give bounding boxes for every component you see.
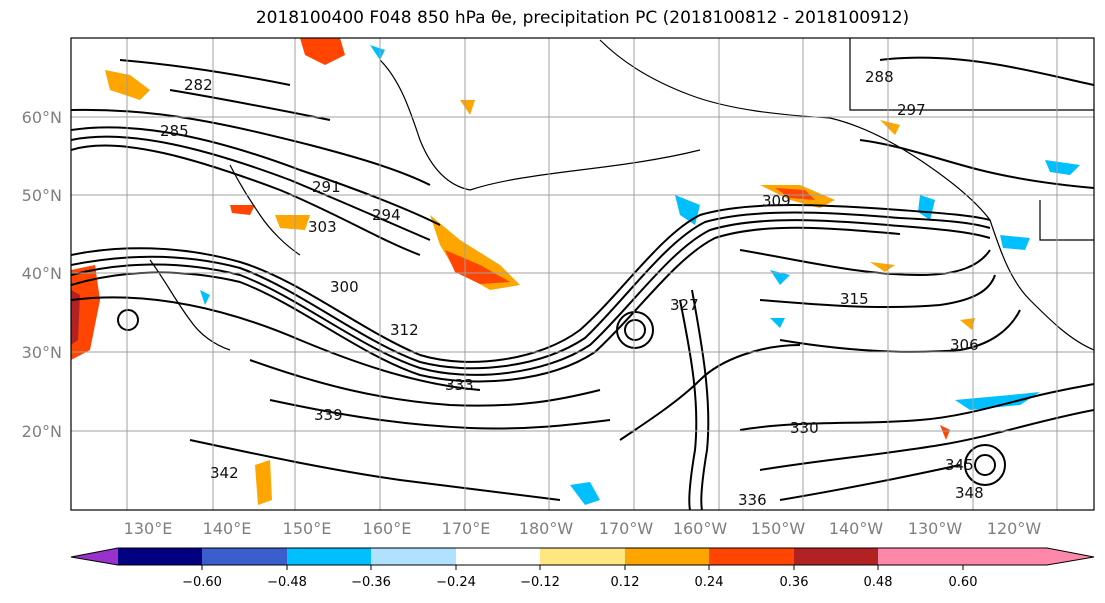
colorbar-tick-label: 0.60: [949, 575, 978, 590]
colorbar-tick-label: −0.12: [520, 575, 560, 590]
contour-label: 297: [897, 101, 926, 119]
contour-label: 291: [312, 178, 341, 196]
lat-label-60n: 60°N: [22, 108, 62, 127]
contour-label: 300: [330, 278, 359, 296]
contour-label: 282: [184, 76, 213, 94]
contour-label: 288: [865, 68, 894, 86]
lat-label-30n: 30°N: [22, 343, 62, 362]
lon-label: 180°W: [519, 519, 574, 538]
contour-label: 303: [308, 218, 337, 236]
lon-label: 120°W: [987, 519, 1042, 538]
map-title: 2018100400 F048 850 hPa θe, precipitatio…: [255, 8, 910, 28]
coastlines: [149, 38, 1094, 351]
lon-label: 170°E: [442, 519, 491, 538]
colorbar-tick-label: −0.36: [351, 575, 391, 590]
contour-label: 342: [210, 464, 239, 482]
contour-label: 327: [670, 296, 699, 314]
colorbar-segment: [371, 548, 456, 565]
colorbar-segment: [709, 548, 794, 565]
colorbar-segment: [202, 548, 287, 565]
colorbar-segment: [118, 548, 202, 565]
lon-label: 140°W: [829, 519, 884, 538]
theta-e-contours: [71, 56, 1094, 510]
contour-label: 312: [390, 321, 419, 339]
contour-label: 285: [160, 122, 189, 140]
colorbar-extend-low: [71, 548, 118, 565]
colorbar-tick-label: −0.60: [182, 575, 222, 590]
colorbar-tick-label: 0.12: [611, 575, 640, 590]
colorbar-tick-label: −0.48: [267, 575, 307, 590]
graticule: [71, 38, 1094, 510]
contour-label: 348: [955, 484, 984, 502]
lon-label: 170°W: [599, 519, 654, 538]
colorbar-tick-label: 0.48: [864, 575, 893, 590]
latitude-labels: 60°N 50°N 40°N 30°N 20°N: [22, 108, 62, 441]
colorbar-segment: [540, 548, 625, 565]
contour-label: 336: [738, 491, 767, 509]
lon-label: 150°W: [751, 519, 806, 538]
contour-label: 294: [372, 206, 401, 224]
contour-label: 333: [445, 376, 474, 394]
lon-label: 130°W: [908, 519, 963, 538]
contour-label: 315: [840, 290, 869, 308]
contour-label: 339: [314, 406, 343, 424]
lat-label-40n: 40°N: [22, 264, 62, 283]
contour-label: 330: [790, 419, 819, 437]
lon-label: 130°E: [124, 519, 173, 538]
contour-label: 345: [945, 456, 974, 474]
longitude-labels: 130°E 140°E 150°E 160°E 170°E 180°W 170°…: [124, 519, 1042, 538]
lat-label-20n: 20°N: [22, 422, 62, 441]
contour-labels: 282 285 288 291 294 297 300 303 306 309 …: [160, 68, 984, 509]
lon-label: 150°E: [283, 519, 332, 538]
colorbar-segment: [287, 548, 371, 565]
colorbar-ticks: [201, 565, 964, 570]
colorbar-segment: [794, 548, 878, 565]
lat-label-50n: 50°N: [22, 186, 62, 205]
contour-label: 306: [950, 336, 979, 354]
map-frame: [70, 37, 1095, 511]
colorbar-segment: [625, 548, 709, 565]
colorbar-tick-label: −0.24: [436, 575, 476, 590]
colorbar-outline: [70, 547, 1095, 566]
colorbar: −0.60 −0.48 −0.36 −0.24 −0.12 0.12 0.24 …: [70, 547, 1095, 590]
contour-label: 309: [762, 192, 791, 210]
colorbar-segment: [456, 548, 540, 565]
lon-label: 160°E: [363, 519, 412, 538]
precip-pc-shading: [71, 38, 1080, 505]
colorbar-tick-label: 0.24: [695, 575, 724, 590]
colorbar-tick-label: 0.36: [780, 575, 809, 590]
colorbar-extend-high: [963, 548, 1094, 565]
lon-label: 140°E: [203, 519, 252, 538]
lon-label: 160°W: [673, 519, 728, 538]
